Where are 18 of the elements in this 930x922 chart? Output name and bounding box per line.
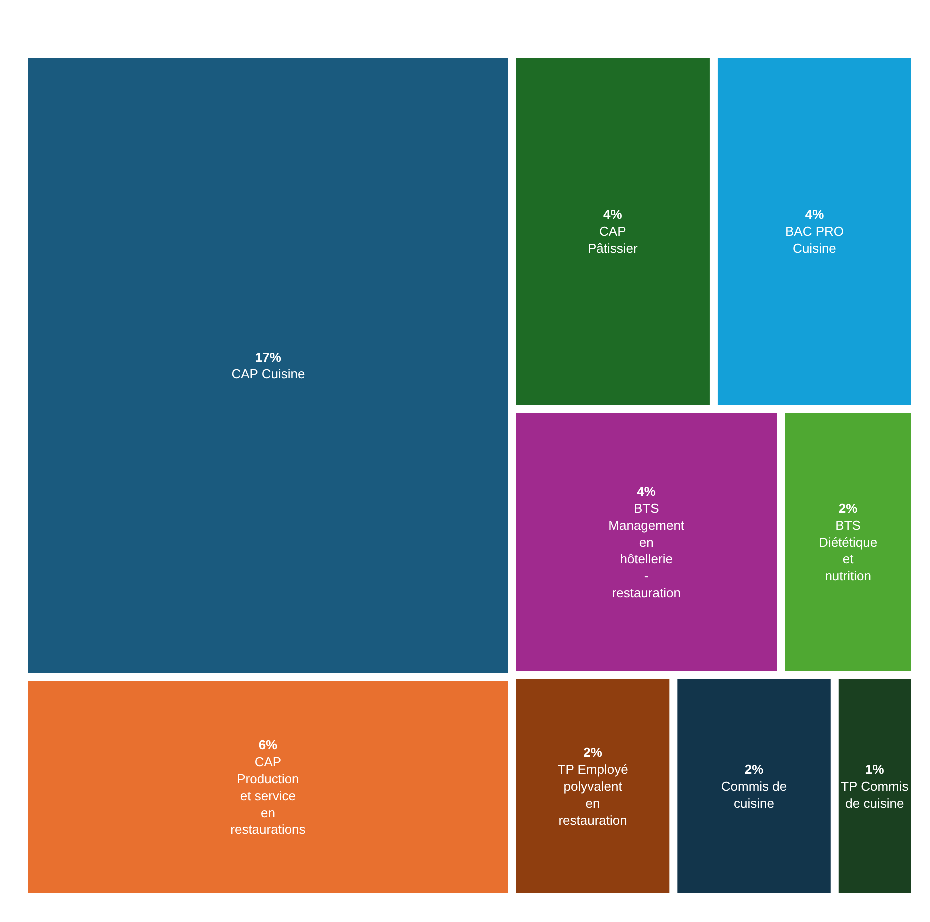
data-label: 6% [258, 738, 278, 753]
data-label: 2% [838, 501, 858, 516]
category-label: BAC PRO Cuisine [785, 224, 844, 256]
category-label: Commis de cuisine [721, 779, 788, 811]
data-label: 2% [744, 762, 764, 778]
data-label: 17% [255, 350, 282, 365]
category-label: TP Employé polyvalent en restauration [558, 762, 628, 828]
data-label: 1% [866, 762, 885, 778]
category-label: CAP Cuisine [232, 366, 306, 382]
data-label: 4% [637, 484, 656, 500]
category-label: CAP Pâtissier [588, 224, 638, 256]
data-label: 4% [805, 207, 825, 222]
data-label: 4% [603, 207, 623, 222]
data-label: 2% [584, 745, 603, 760]
category-label: BTS Diététique et nutrition [819, 518, 878, 584]
category-label: CAP Production et service en restaurations [230, 754, 306, 838]
category-label: TP Commis de cuisine [841, 779, 910, 811]
category-label: BTS Management en hôtellerie - restauration [608, 501, 685, 601]
